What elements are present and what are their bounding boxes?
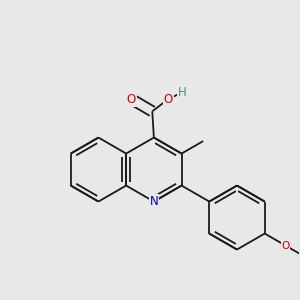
Text: O: O — [127, 93, 136, 106]
Text: H: H — [178, 85, 187, 99]
Text: O: O — [164, 93, 173, 106]
Text: N: N — [149, 195, 158, 208]
Text: O: O — [281, 241, 290, 250]
